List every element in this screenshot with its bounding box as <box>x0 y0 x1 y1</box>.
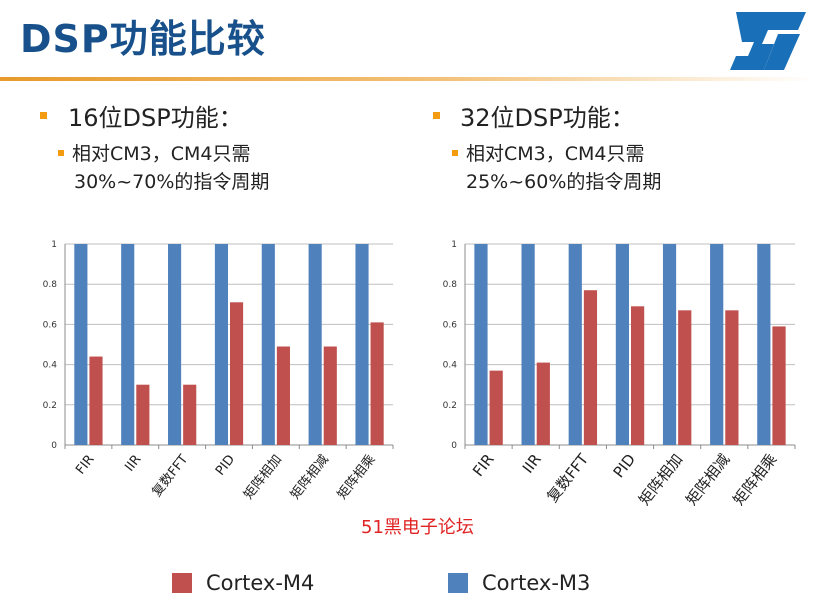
bar-cortex-m3 <box>710 244 724 445</box>
left-sub-line-2: 30%~70%的指令周期 <box>74 171 270 193</box>
bar-cortex-m3 <box>168 244 182 445</box>
bar-cortex-m4 <box>489 370 503 445</box>
y-tick-label: 0.4 <box>443 361 458 371</box>
bullet-marker <box>40 112 47 119</box>
bar-cortex-m4 <box>230 302 244 445</box>
legend-label: Cortex-M3 <box>482 571 591 595</box>
page-title: DSP功能比较 <box>20 17 266 61</box>
right-heading: 32位DSP功能： <box>460 104 635 132</box>
x-tick-label: 矩阵相减 <box>288 452 332 502</box>
bar-cortex-m3 <box>261 244 275 445</box>
bar-cortex-m3 <box>521 244 535 445</box>
title-divider <box>0 77 814 81</box>
y-tick-label: 1 <box>51 240 57 250</box>
bar-cortex-m3 <box>355 244 369 445</box>
bar-cortex-m4 <box>631 306 645 445</box>
legend-swatch <box>172 573 192 593</box>
bar-cortex-m3 <box>74 244 88 445</box>
bar-cortex-m4 <box>136 384 150 445</box>
bar-cortex-m4 <box>276 346 290 445</box>
x-tick-label: PID <box>610 450 640 481</box>
right-sub-line-2: 25%~60%的指令周期 <box>466 171 662 193</box>
x-tick-label: FIR <box>469 450 498 480</box>
bar-cortex-m3 <box>214 244 228 445</box>
st-logo-icon <box>730 12 806 70</box>
legend-item-cortex-m3: Cortex-M3 <box>448 570 590 596</box>
y-tick-label: 1 <box>451 240 457 250</box>
bar-cortex-m3 <box>757 244 771 445</box>
y-tick-label: 0.4 <box>43 361 58 371</box>
bar-cortex-m3 <box>121 244 135 445</box>
y-tick-label: 0.8 <box>443 280 458 290</box>
y-tick-label: 0.6 <box>443 320 458 330</box>
bar-cortex-m4 <box>370 322 384 445</box>
bullet-marker <box>433 112 440 119</box>
bar-cortex-m3 <box>308 244 322 445</box>
y-tick-label: 0.8 <box>43 280 58 290</box>
x-tick-label: IIR <box>519 450 545 476</box>
bar-cortex-m4 <box>536 362 550 445</box>
y-tick-label: 0.2 <box>443 401 457 411</box>
x-tick-label: 矩阵相减 <box>682 450 733 508</box>
legend-label: Cortex-M4 <box>206 571 315 595</box>
x-tick-label: 矩阵相加 <box>635 450 686 508</box>
sub-bullet-marker <box>452 149 458 156</box>
x-tick-label: PID <box>213 452 238 478</box>
bar-cortex-m4 <box>323 346 337 445</box>
y-tick-label: 0 <box>51 441 57 451</box>
x-tick-label: 矩阵相乘 <box>729 450 780 508</box>
watermark-text: 51黑电子论坛 <box>361 517 474 538</box>
left-heading: 16位DSP功能： <box>68 104 243 132</box>
bar-cortex-m3 <box>474 244 488 445</box>
x-tick-label: 矩阵相乘 <box>335 452 379 502</box>
bar-cortex-m3 <box>615 244 629 445</box>
x-tick-label: IIR <box>122 452 144 474</box>
bar-cortex-m4 <box>725 310 739 445</box>
bar-cortex-m4 <box>183 384 197 445</box>
right-subtext: 相对CM3，CM4只需 25%~60%的指令周期 <box>452 140 661 196</box>
sub-bullet-marker <box>58 149 64 156</box>
y-tick-label: 0.6 <box>43 320 58 330</box>
y-tick-label: 0.2 <box>43 401 57 411</box>
left-sub-line-1: 相对CM3，CM4只需 <box>58 140 269 168</box>
bar-cortex-m3 <box>662 244 677 445</box>
bar-cortex-m4 <box>772 326 786 445</box>
bar-cortex-m4 <box>89 356 103 445</box>
x-tick-label: 复数FFT <box>150 452 192 500</box>
x-tick-label: FIR <box>73 452 97 477</box>
chart-16bit-dsp: 0 0.2 0.4 0.6 0.8 1 FIR IIR 复数FFT PID 矩阵相加 矩阵相减 矩阵相乘 <box>43 240 394 502</box>
y-tick-label: 0 <box>451 441 457 451</box>
bar-cortex-m3 <box>568 244 582 445</box>
bar-cortex-m4 <box>583 290 598 445</box>
left-subtext: 相对CM3，CM4只需 30%~70%的指令周期 <box>58 140 269 196</box>
right-sub-line-1: 相对CM3，CM4只需 <box>452 140 661 168</box>
legend-item-cortex-m4: Cortex-M4 <box>172 570 314 596</box>
legend-swatch <box>448 573 468 593</box>
x-tick-label: 复数FFT <box>543 450 592 506</box>
bar-cortex-m4 <box>678 310 692 445</box>
x-tick-label: 矩阵相加 <box>241 452 285 502</box>
